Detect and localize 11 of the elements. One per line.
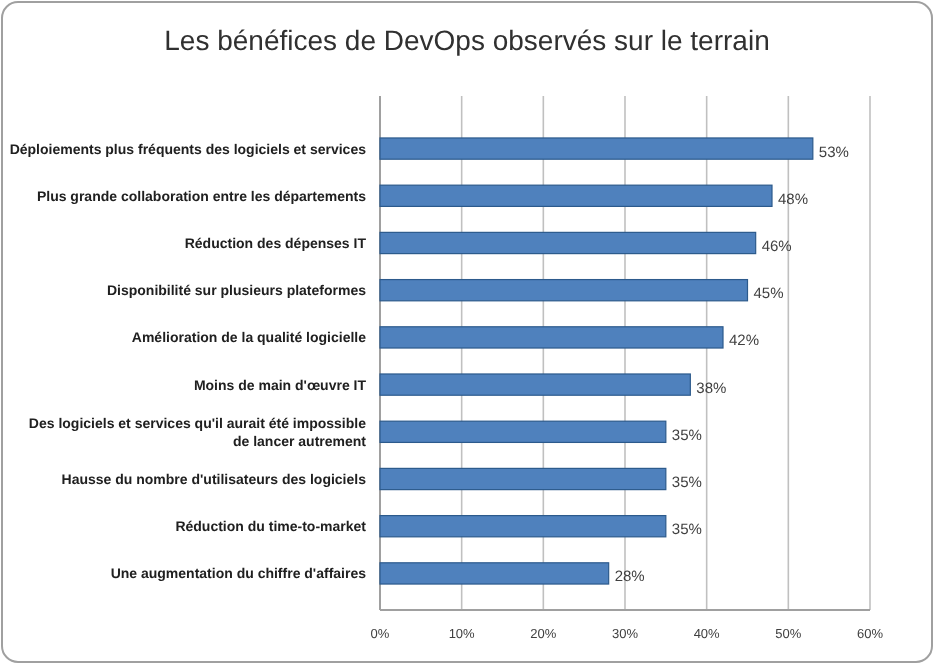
bar [379,326,724,349]
bar [379,373,691,396]
bar [379,420,667,444]
bar [379,514,667,538]
bar [379,467,667,491]
chart-title: Les bénéfices de DevOps observés sur le terrain [164,24,770,56]
bar [379,184,773,208]
bar [379,278,749,302]
bar [379,562,610,585]
bar [379,231,757,255]
bar [379,137,814,160]
